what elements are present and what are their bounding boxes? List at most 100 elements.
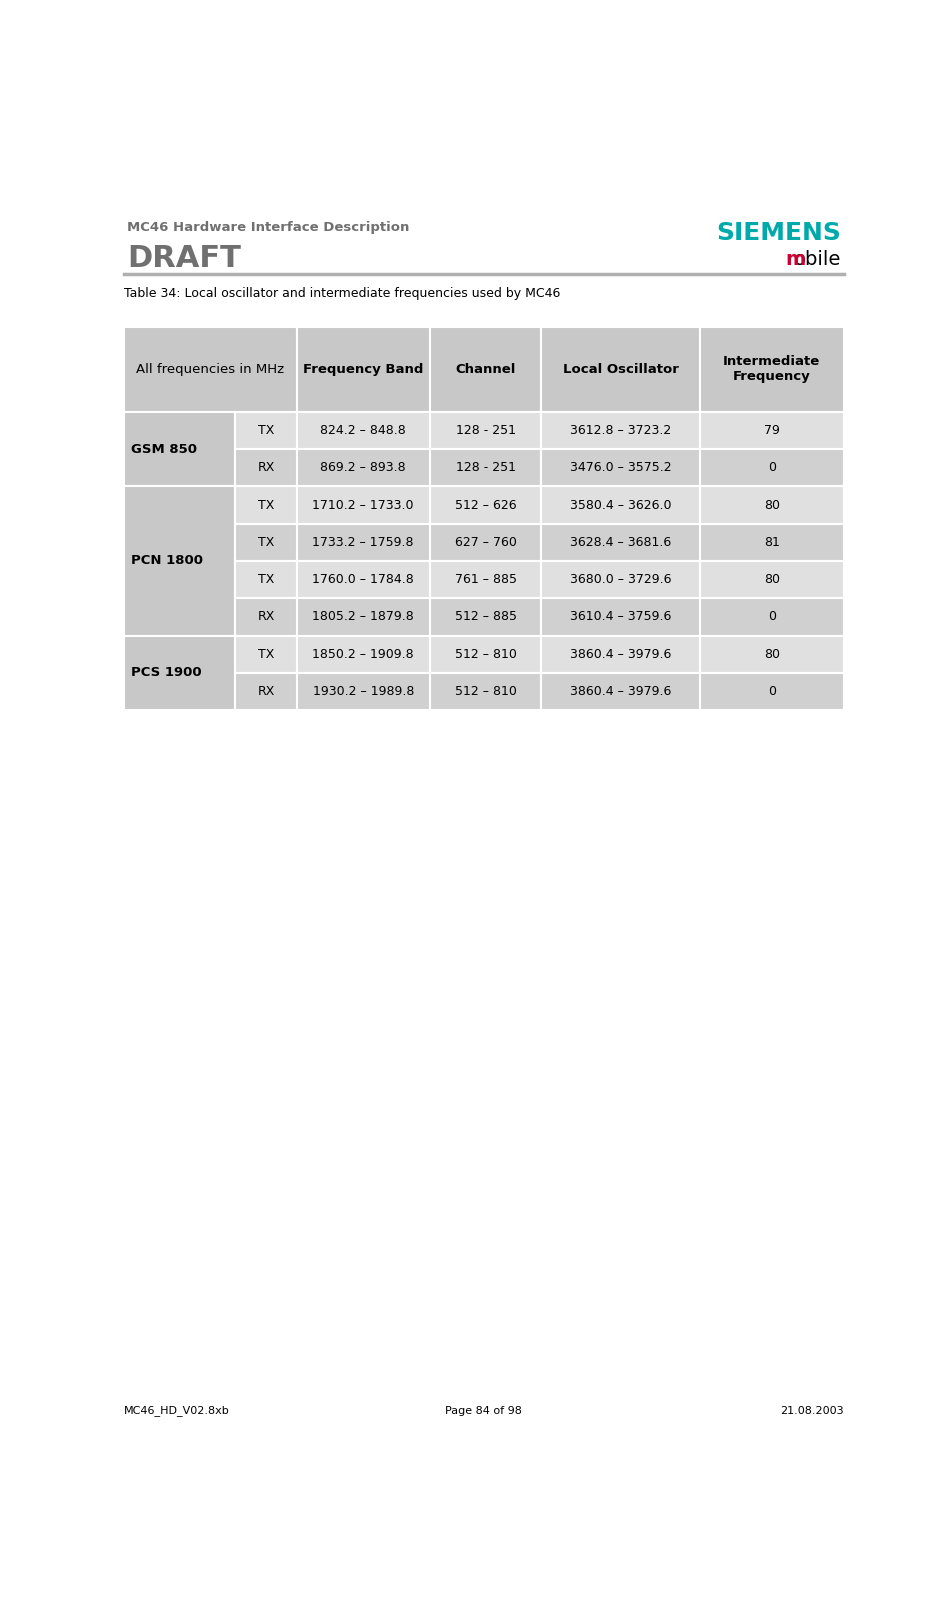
Text: Channel: Channel <box>455 364 515 377</box>
Text: SIEMENS: SIEMENS <box>716 221 841 246</box>
Bar <box>296 635 430 672</box>
Bar <box>296 486 430 524</box>
Text: 3860.4 – 3979.6: 3860.4 – 3979.6 <box>570 648 671 661</box>
Bar <box>542 449 700 486</box>
Text: 1930.2 – 1989.8: 1930.2 – 1989.8 <box>312 685 413 698</box>
Text: 3628.4 – 3681.6: 3628.4 – 3681.6 <box>570 537 671 549</box>
Bar <box>235 524 296 561</box>
Bar <box>296 412 430 449</box>
Text: 3612.8 – 3723.2: 3612.8 – 3723.2 <box>570 423 671 436</box>
Bar <box>542 486 700 524</box>
Text: Intermediate
Frequency: Intermediate Frequency <box>723 356 820 383</box>
Text: 761 – 885: 761 – 885 <box>455 574 516 587</box>
Bar <box>430 598 542 635</box>
Bar <box>430 672 542 711</box>
Bar <box>124 412 235 486</box>
Bar <box>700 412 844 449</box>
Text: 128 - 251: 128 - 251 <box>456 423 515 436</box>
Bar <box>700 635 844 672</box>
Text: 1733.2 – 1759.8: 1733.2 – 1759.8 <box>312 537 414 549</box>
Text: Local Oscillator: Local Oscillator <box>563 364 679 377</box>
Text: 79: 79 <box>764 423 780 436</box>
Bar <box>124 486 235 635</box>
Bar <box>430 524 542 561</box>
Bar <box>430 326 542 412</box>
Bar <box>235 672 296 711</box>
Text: 81: 81 <box>764 537 780 549</box>
Bar <box>235 412 296 449</box>
Text: m: m <box>785 250 805 268</box>
Text: 1850.2 – 1909.8: 1850.2 – 1909.8 <box>312 648 414 661</box>
Text: 80: 80 <box>764 498 780 512</box>
Text: Page 84 of 98: Page 84 of 98 <box>446 1406 522 1416</box>
Text: TX: TX <box>258 537 274 549</box>
Bar <box>124 635 235 711</box>
Bar <box>296 449 430 486</box>
Text: RX: RX <box>258 685 275 698</box>
Text: All frequencies in MHz: All frequencies in MHz <box>136 364 284 377</box>
Text: 21.08.2003: 21.08.2003 <box>780 1406 844 1416</box>
Text: 1710.2 – 1733.0: 1710.2 – 1733.0 <box>312 498 414 512</box>
Bar <box>542 672 700 711</box>
Text: 512 – 810: 512 – 810 <box>455 648 516 661</box>
Text: TX: TX <box>258 498 274 512</box>
Bar <box>542 598 700 635</box>
Text: 80: 80 <box>764 574 780 587</box>
Text: RX: RX <box>258 611 275 624</box>
Text: obile: obile <box>794 250 841 268</box>
Bar <box>235 561 296 598</box>
Bar <box>430 486 542 524</box>
Text: 3680.0 – 3729.6: 3680.0 – 3729.6 <box>570 574 671 587</box>
Text: 627 – 760: 627 – 760 <box>455 537 516 549</box>
Bar <box>296 561 430 598</box>
Bar <box>700 449 844 486</box>
Text: 0: 0 <box>767 461 776 473</box>
Bar <box>430 449 542 486</box>
Bar <box>542 326 700 412</box>
Bar <box>235 449 296 486</box>
Text: GSM 850: GSM 850 <box>131 443 197 456</box>
Bar <box>296 672 430 711</box>
Text: MC46_HD_V02.8xb: MC46_HD_V02.8xb <box>124 1404 229 1416</box>
Bar <box>700 598 844 635</box>
Bar <box>296 598 430 635</box>
Text: 3860.4 – 3979.6: 3860.4 – 3979.6 <box>570 685 671 698</box>
Bar <box>700 561 844 598</box>
Text: 512 – 885: 512 – 885 <box>455 611 516 624</box>
Text: 128 - 251: 128 - 251 <box>456 461 515 473</box>
Bar <box>542 524 700 561</box>
Bar <box>430 412 542 449</box>
Text: TX: TX <box>258 648 274 661</box>
Text: TX: TX <box>258 574 274 587</box>
Text: 869.2 – 893.8: 869.2 – 893.8 <box>320 461 406 473</box>
Text: RX: RX <box>258 461 275 473</box>
Bar <box>542 635 700 672</box>
Bar <box>700 326 844 412</box>
Bar <box>296 326 430 412</box>
Text: MC46 Hardware Interface Description: MC46 Hardware Interface Description <box>126 221 409 234</box>
Text: 824.2 – 848.8: 824.2 – 848.8 <box>320 423 406 436</box>
Text: 0: 0 <box>767 611 776 624</box>
Bar <box>542 412 700 449</box>
Text: 3580.4 – 3626.0: 3580.4 – 3626.0 <box>570 498 671 512</box>
Text: 3610.4 – 3759.6: 3610.4 – 3759.6 <box>570 611 671 624</box>
Bar <box>235 635 296 672</box>
Text: 512 – 810: 512 – 810 <box>455 685 516 698</box>
Bar <box>700 486 844 524</box>
Text: 1760.0 – 1784.8: 1760.0 – 1784.8 <box>312 574 414 587</box>
Bar <box>700 672 844 711</box>
Text: 1805.2 – 1879.8: 1805.2 – 1879.8 <box>312 611 414 624</box>
Text: Table 34: Local oscillator and intermediate frequencies used by MC46: Table 34: Local oscillator and intermedi… <box>124 288 560 301</box>
Bar <box>430 635 542 672</box>
Text: 3476.0 – 3575.2: 3476.0 – 3575.2 <box>570 461 671 473</box>
Bar <box>296 524 430 561</box>
Text: 512 – 626: 512 – 626 <box>455 498 516 512</box>
Text: PCS 1900: PCS 1900 <box>131 666 202 679</box>
Bar <box>124 326 296 412</box>
Text: Frequency Band: Frequency Band <box>303 364 424 377</box>
Bar <box>542 561 700 598</box>
Bar <box>235 486 296 524</box>
Text: PCN 1800: PCN 1800 <box>131 554 203 567</box>
Text: DRAFT: DRAFT <box>126 244 241 273</box>
Text: TX: TX <box>258 423 274 436</box>
